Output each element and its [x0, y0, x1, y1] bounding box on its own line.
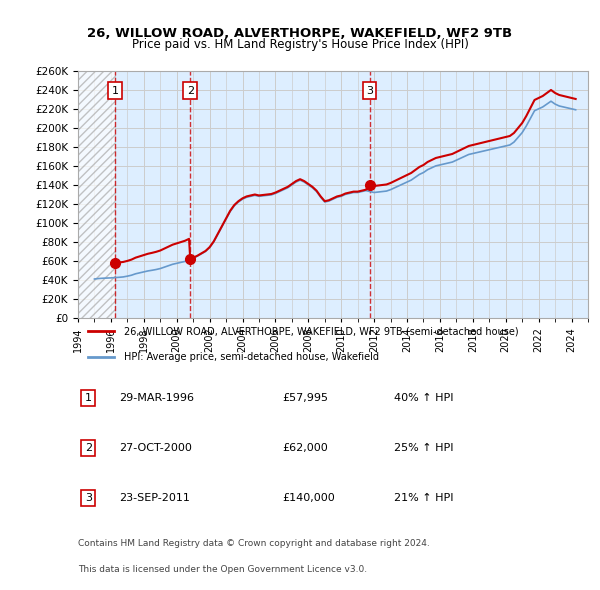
Text: 25% ↑ HPI: 25% ↑ HPI	[394, 443, 454, 453]
Text: 2: 2	[85, 443, 92, 453]
Text: 3: 3	[366, 86, 373, 96]
Text: 21% ↑ HPI: 21% ↑ HPI	[394, 493, 454, 503]
Text: HPI: Average price, semi-detached house, Wakefield: HPI: Average price, semi-detached house,…	[124, 352, 379, 362]
Text: 2: 2	[187, 86, 194, 96]
Text: 26, WILLOW ROAD, ALVERTHORPE, WAKEFIELD, WF2 9TB (semi-detached house): 26, WILLOW ROAD, ALVERTHORPE, WAKEFIELD,…	[124, 326, 518, 336]
Text: £62,000: £62,000	[282, 443, 328, 453]
Text: 3: 3	[85, 493, 92, 503]
Text: 40% ↑ HPI: 40% ↑ HPI	[394, 393, 454, 403]
Text: Price paid vs. HM Land Registry's House Price Index (HPI): Price paid vs. HM Land Registry's House …	[131, 38, 469, 51]
Text: This data is licensed under the Open Government Licence v3.0.: This data is licensed under the Open Gov…	[78, 565, 367, 574]
Text: 26, WILLOW ROAD, ALVERTHORPE, WAKEFIELD, WF2 9TB: 26, WILLOW ROAD, ALVERTHORPE, WAKEFIELD,…	[88, 27, 512, 40]
Bar	[78, 71, 115, 318]
Text: Contains HM Land Registry data © Crown copyright and database right 2024.: Contains HM Land Registry data © Crown c…	[78, 539, 430, 548]
Text: 23-SEP-2011: 23-SEP-2011	[119, 493, 190, 503]
Text: £57,995: £57,995	[282, 393, 328, 403]
Text: 1: 1	[112, 86, 118, 96]
Text: 1: 1	[85, 393, 92, 403]
Text: 29-MAR-1996: 29-MAR-1996	[119, 393, 194, 403]
Text: £140,000: £140,000	[282, 493, 335, 503]
Text: 27-OCT-2000: 27-OCT-2000	[119, 443, 191, 453]
